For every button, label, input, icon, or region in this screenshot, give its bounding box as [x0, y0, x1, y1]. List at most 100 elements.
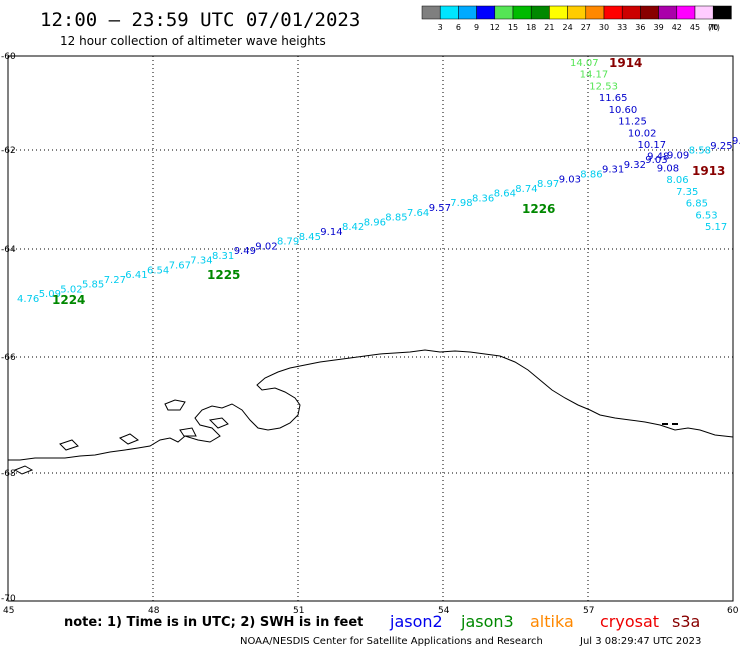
wave-height-value: 6.85	[686, 199, 708, 210]
wave-height-value: 10.60	[609, 105, 638, 116]
wave-height-value: 9.31	[602, 165, 624, 176]
wave-height-value: 8.42	[342, 222, 364, 233]
legend-tick-label: 45	[690, 23, 700, 32]
wave-height-value: 11.65	[599, 93, 628, 104]
coastline	[8, 349, 734, 461]
legend-swatch	[549, 5, 568, 20]
wave-height-value: 9.48	[647, 152, 669, 163]
legend-swatch	[603, 5, 623, 20]
wave-height-value: 9.03	[559, 174, 581, 185]
wave-height-value: 9.02	[255, 241, 277, 252]
latitude-labels: -60 -62 -64 -66 -68 -70	[1, 52, 16, 604]
wave-height-value: 7.27	[104, 275, 126, 286]
wave-height-value: 9.32	[624, 160, 646, 171]
wave-height-value: 7.35	[676, 187, 698, 198]
wave-height-value: 4.76	[17, 294, 39, 305]
map-subtitle: 12 hour collection of altimeter wave hei…	[60, 34, 326, 48]
wave-height-value: 9.57	[429, 203, 451, 214]
lat-label: -66	[1, 353, 16, 363]
wave-height-value: 8.31	[212, 251, 234, 262]
wave-height-value: 5.09	[39, 289, 61, 300]
legend-swatch	[512, 5, 532, 20]
legend-tick-label: 30	[599, 23, 609, 32]
time-label: 1913	[692, 164, 725, 178]
wave-height-value: 12.53	[589, 81, 618, 92]
wave-height-value: 5.17	[705, 222, 727, 233]
wave-height-value: 9.09	[667, 150, 689, 161]
lat-label: -60	[1, 52, 16, 62]
time-label: 1225	[207, 268, 240, 282]
legend-swatches	[421, 5, 732, 20]
satellite-name: s3a	[672, 612, 700, 631]
map-frame	[7, 55, 734, 602]
legend-swatch	[694, 5, 714, 20]
legend-tick-label: 18	[526, 23, 536, 32]
wave-height-value: 8.96	[364, 217, 386, 228]
wave-height-value: 14.17	[580, 70, 609, 81]
wave-height-value: 6.41	[125, 270, 147, 281]
legend-ticks: 3 6 9 12 15 18 21 24 27 30 33 36 39 42 45 70	[438, 23, 719, 32]
wave-height-value: 10.17	[638, 140, 667, 151]
lon-label: 51	[293, 606, 304, 616]
time-label: 1226	[522, 202, 555, 216]
wave-height-value: 7.64	[407, 208, 429, 219]
satellite-name: cryosat	[600, 612, 659, 631]
coastline-islands	[13, 399, 229, 475]
track-pass-2: 14.0714.1712.5311.6510.6011.2510.0210.17…	[570, 58, 727, 233]
timestamp-text: Jul 3 08:29:47 UTC 2023	[579, 636, 701, 647]
lon-label: 45	[3, 606, 14, 616]
wave-height-value: 14.07	[570, 58, 599, 69]
lon-label: 54	[438, 606, 450, 616]
wave-height-value: 8.86	[580, 170, 602, 181]
lat-label: -64	[1, 245, 16, 255]
map-grid	[8, 56, 733, 601]
wave-height-value: 7.98	[450, 198, 472, 209]
legend-swatch	[476, 5, 496, 20]
lat-label: -70	[1, 594, 16, 604]
legend-swatch	[530, 5, 550, 20]
legend-swatch	[640, 5, 659, 20]
legend-swatch	[421, 5, 441, 20]
wave-height-value: 8.36	[472, 194, 494, 205]
wave-height-value: 5.02	[60, 284, 82, 295]
satellite-name: altika	[530, 612, 574, 631]
legend-swatch	[658, 5, 678, 20]
wave-height-value: 9.03	[645, 155, 667, 166]
time-label: 1914	[609, 56, 642, 70]
wave-height-value: 8.64	[494, 189, 516, 200]
legend-tick-label: 24	[563, 23, 573, 32]
legend-swatch	[567, 5, 587, 20]
legend-swatch	[494, 5, 514, 20]
legend-swatch	[712, 5, 732, 20]
wave-height-value: 7.67	[169, 261, 191, 272]
wave-height-value: 6.54	[147, 265, 169, 276]
legend-tick-label: 15	[508, 23, 518, 32]
time-labels: 1224 1225 1226 1913 1914	[52, 56, 725, 307]
wave-height-value: 7.34	[190, 256, 212, 267]
wave-height-value: 5.85	[82, 280, 104, 291]
wave-height-value: 8.58	[689, 146, 711, 157]
satellite-legend: jason2 jason3 altika cryosat s3a	[389, 612, 700, 631]
lon-label: 57	[583, 606, 594, 616]
legend-swatch	[676, 5, 696, 20]
wave-height-value: 8.45	[299, 232, 321, 243]
legend-tick-label: 36	[635, 23, 645, 32]
footer-note: note: 1) Time is in UTC; 2) SWH is in fe…	[64, 615, 363, 630]
map-title: 12:00 – 23:59 UTC 07/01/2023	[40, 9, 360, 31]
legend-tick-label: 33	[617, 23, 627, 32]
lat-label: -62	[1, 146, 16, 156]
wave-height-value: 9.08	[657, 163, 679, 174]
legend-swatch	[458, 5, 477, 20]
wave-height-value: 10.02	[628, 128, 657, 139]
wave-height-value: 11.25	[618, 117, 647, 128]
wave-height-value: 8.97	[537, 179, 559, 190]
satellite-name: jason3	[460, 612, 514, 631]
wave-height-value: 8.85	[385, 213, 407, 224]
legend-tick-label: 27	[581, 23, 591, 32]
lon-label: 48	[148, 606, 160, 616]
lon-label: 60	[727, 606, 739, 616]
wave-height-value: 6.53	[695, 210, 717, 221]
legend-tick-label: 12	[490, 23, 500, 32]
wave-height-value: 8.06	[666, 175, 688, 186]
